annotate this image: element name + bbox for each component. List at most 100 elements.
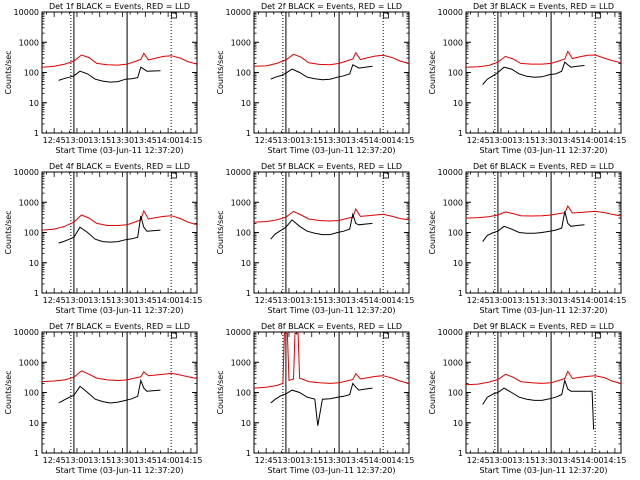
y-tick-label: 10 [453,99,463,108]
x-tick-label: 12:45 [43,136,66,145]
panel-title: Det 4f BLACK = Events, RED = LLD [49,162,190,171]
x-tick-label: 14:00 [157,456,180,465]
x-tick-label: 12:45 [467,456,490,465]
x-axis-label: Start Time (03-Jun-11 12:37:20) [268,146,396,155]
x-tick-label: 13:15 [512,296,535,305]
x-tick-label: 12:45 [255,296,278,305]
detector-panel: 1 10 100 1000 10000 12:45 13:00 13:15 13:30 13:45… [4,322,202,475]
lld-series-line [465,204,622,219]
y-tick-label: 10 [453,259,463,268]
x-tick-label: 14:15 [179,456,202,465]
x-tick-label: 14:00 [157,136,180,145]
y-tick-label: 1 [246,289,251,298]
x-tick-label: 13:45 [346,136,369,145]
x-tick-label: 13:00 [65,296,88,305]
marker-symbol [171,172,177,179]
y-tick-label: 1 [34,129,39,138]
marker-symbol [383,172,389,179]
lld-series-line [465,370,622,386]
plot-frame [465,331,622,454]
x-tick-label: 13:30 [323,456,346,465]
y-tick-label: 10000 [438,328,463,337]
y-tick-label: 1000 [231,358,251,367]
y-tick-label: 100 [448,389,463,398]
y-tick-label: 1 [34,289,39,298]
events-series-line [270,212,373,240]
x-tick-label: 14:15 [179,136,202,145]
x-tick-label: 13:15 [300,136,323,145]
y-tick-label: 10000 [14,8,39,17]
x-tick-label: 13:15 [512,456,535,465]
y-tick-label: 10 [241,419,251,428]
panel-title: Det 1f BLACK = Events, RED = LLD [49,2,190,11]
y-tick-label: 1 [34,449,39,458]
x-tick-label: 14:15 [603,136,626,145]
marker-symbol [595,172,601,179]
x-axis-label: Start Time (03-Jun-11 12:37:20) [480,146,608,155]
x-tick-label: 13:15 [88,136,111,145]
detector-panel: 1 10 100 1000 10000 12:45 13:00 13:15 13:30 13:45… [4,162,202,315]
x-axis-label: Start Time (03-Jun-11 12:37:20) [268,306,396,315]
y-tick-label: 10 [241,259,251,268]
y-tick-label: 1000 [19,198,39,207]
lld-series-line [41,209,198,231]
x-tick-label: 13:00 [65,456,88,465]
events-series-line [482,211,585,242]
x-tick-label: 13:45 [346,456,369,465]
x-axis-label: Start Time (03-Jun-11 12:37:20) [56,146,184,155]
x-tick-label: 13:30 [535,296,558,305]
y-axis-label: Counts/sec [4,50,13,94]
marker-symbol [383,12,389,19]
panel-title: Det 3f BLACK = Events, RED = LLD [473,2,614,11]
x-tick-label: 13:45 [558,296,581,305]
y-tick-label: 10000 [14,168,39,177]
y-axis-label: Counts/sec [428,210,437,254]
x-tick-label: 13:30 [111,136,134,145]
x-tick-label: 12:45 [43,456,66,465]
panel-title: Det 9f BLACK = Events, RED = LLD [473,322,614,331]
y-tick-label: 10000 [226,168,251,177]
y-tick-label: 100 [236,389,251,398]
x-tick-label: 13:45 [134,136,157,145]
y-tick-label: 1 [246,449,251,458]
x-tick-label: 12:45 [467,136,490,145]
x-tick-label: 14:15 [391,136,414,145]
detector-panel: 1 10 100 1000 10000 12:45 13:00 13:15 13:30 13:45… [428,162,626,315]
marker-symbol [595,12,601,19]
y-axis-label: Counts/sec [428,50,437,94]
x-axis-label: Start Time (03-Jun-11 12:37:20) [56,466,184,475]
x-tick-label: 13:00 [489,456,512,465]
y-tick-label: 1 [246,129,251,138]
y-tick-label: 1000 [443,198,463,207]
y-tick-label: 10 [29,99,39,108]
events-series-line [482,378,595,430]
detector-panel: 1 10 100 1000 10000 12:45 13:00 13:15 13:30 13:45… [428,2,626,155]
x-tick-label: 14:00 [581,136,604,145]
plot-frame [253,331,410,454]
plot-frame [465,11,622,134]
y-axis-label: Counts/sec [4,370,13,414]
y-tick-label: 1000 [231,198,251,207]
x-tick-label: 13:45 [558,136,581,145]
y-tick-label: 10 [29,259,39,268]
x-tick-label: 13:00 [489,136,512,145]
lld-series-line [41,370,198,383]
y-axis-label: Counts/sec [4,210,13,254]
marker-symbol [595,332,601,339]
x-tick-label: 14:00 [581,456,604,465]
y-tick-label: 10000 [438,8,463,17]
x-tick-label: 12:45 [255,456,278,465]
y-tick-label: 100 [448,229,463,238]
lld-series-line [41,52,198,68]
y-tick-label: 10 [453,419,463,428]
y-tick-label: 100 [24,229,39,238]
events-series-line [270,64,373,81]
y-tick-label: 100 [24,389,39,398]
x-tick-label: 13:30 [323,136,346,145]
x-tick-label: 14:15 [391,456,414,465]
lld-series-line [253,207,410,223]
y-tick-label: 1000 [443,358,463,367]
x-tick-label: 14:00 [369,296,392,305]
x-tick-label: 13:00 [277,136,300,145]
